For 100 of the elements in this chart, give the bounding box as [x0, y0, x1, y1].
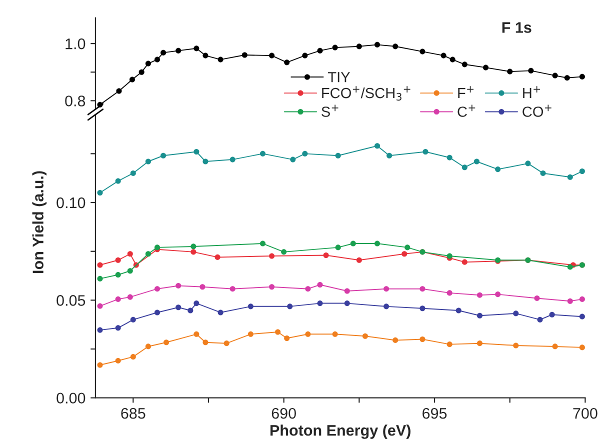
point	[317, 48, 323, 54]
point	[176, 48, 182, 54]
point	[302, 150, 308, 156]
point	[287, 304, 293, 310]
point	[450, 56, 456, 62]
point	[579, 344, 585, 350]
point	[230, 286, 236, 292]
point	[269, 253, 275, 259]
point	[116, 88, 122, 94]
point	[290, 156, 296, 162]
point	[446, 342, 452, 348]
point	[476, 312, 482, 318]
point	[507, 68, 513, 74]
point	[202, 158, 208, 164]
y-tick-label: 0.00	[56, 392, 86, 404]
point	[145, 158, 151, 164]
point	[513, 310, 519, 316]
point	[194, 46, 200, 52]
point	[115, 296, 121, 302]
point	[130, 354, 136, 360]
point	[145, 344, 151, 350]
point	[145, 60, 151, 66]
point	[305, 286, 311, 292]
y-axis-title: Ion Yield (a.u.)	[32, 171, 47, 273]
y-tick-label: 0.8	[65, 96, 86, 106]
point	[97, 362, 103, 368]
point	[164, 340, 170, 346]
legend-label: CO$^{+}$	[522, 104, 552, 117]
point	[579, 314, 585, 320]
point	[284, 60, 290, 66]
point	[462, 259, 468, 265]
point	[579, 74, 585, 80]
point	[194, 331, 200, 337]
point	[130, 316, 136, 322]
point	[115, 272, 121, 278]
point	[564, 75, 570, 81]
point	[344, 288, 350, 294]
point	[549, 312, 555, 318]
point	[202, 52, 208, 58]
point	[230, 156, 236, 162]
point	[446, 290, 452, 296]
y-tick-label: 0.10	[56, 197, 86, 208]
annotation: F 1s	[502, 22, 532, 33]
point	[552, 72, 558, 78]
point	[552, 344, 558, 350]
point	[97, 276, 103, 282]
point	[392, 337, 398, 343]
point	[129, 76, 136, 82]
point	[579, 168, 585, 174]
point	[356, 257, 362, 263]
point	[284, 335, 290, 342]
point	[218, 56, 224, 62]
point	[260, 240, 266, 246]
point	[97, 303, 103, 309]
point	[402, 251, 408, 257]
point	[474, 158, 480, 164]
point	[160, 50, 166, 56]
point	[462, 164, 468, 170]
point	[567, 264, 573, 270]
point	[248, 331, 254, 337]
point	[97, 190, 103, 196]
point	[97, 262, 103, 268]
point	[335, 244, 341, 250]
point	[154, 286, 160, 292]
point	[127, 294, 133, 300]
point	[260, 150, 266, 156]
point	[214, 254, 220, 260]
point	[302, 52, 308, 58]
point	[115, 178, 121, 184]
point	[218, 310, 224, 316]
point	[374, 240, 380, 246]
legend-label: H$^{+}$	[523, 86, 540, 98]
point	[420, 48, 426, 54]
point	[323, 252, 329, 258]
legend-label: FCO$^{+}$/SCH$_{3}$$^{+}$	[322, 86, 410, 101]
legend-label: F$^{+}$	[458, 86, 474, 98]
point	[200, 284, 206, 290]
y-tick-label: 1.0	[66, 38, 86, 50]
point	[374, 143, 380, 149]
point	[356, 44, 362, 50]
point	[350, 240, 356, 246]
point	[317, 282, 323, 288]
point	[567, 174, 573, 180]
point	[332, 44, 338, 50]
point	[176, 282, 182, 288]
point	[194, 300, 200, 306]
point	[420, 336, 426, 342]
point	[97, 327, 103, 333]
point	[115, 257, 121, 263]
point	[202, 340, 208, 346]
point	[422, 148, 428, 155]
point	[537, 316, 543, 322]
point	[269, 52, 275, 58]
point	[495, 166, 501, 172]
x-tick-label: 695	[422, 408, 447, 419]
point	[534, 295, 540, 301]
point	[462, 62, 468, 68]
point	[528, 68, 534, 74]
point	[194, 148, 200, 155]
point	[404, 244, 410, 250]
